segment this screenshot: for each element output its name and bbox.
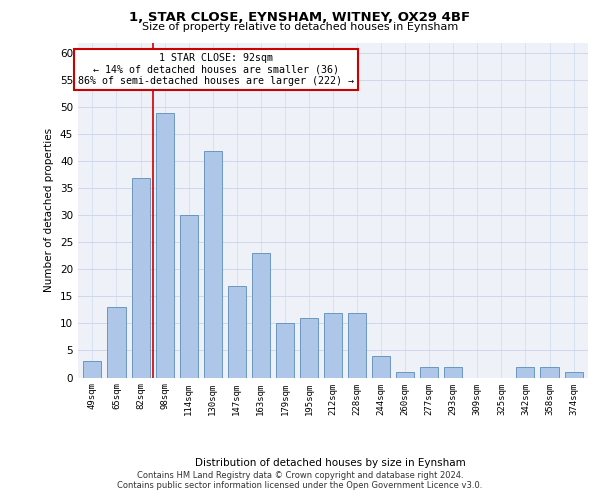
Text: Size of property relative to detached houses in Eynsham: Size of property relative to detached ho…: [142, 22, 458, 32]
Bar: [276, 324, 294, 378]
Bar: [203, 150, 222, 378]
Bar: [300, 318, 318, 378]
Bar: [444, 366, 463, 378]
Bar: [372, 356, 390, 378]
Bar: [396, 372, 414, 378]
Text: 1 STAR CLOSE: 92sqm
← 14% of detached houses are smaller (36)
86% of semi-detach: 1 STAR CLOSE: 92sqm ← 14% of detached ho…: [78, 52, 354, 86]
Text: Contains HM Land Registry data © Crown copyright and database right 2024.
Contai: Contains HM Land Registry data © Crown c…: [118, 470, 482, 490]
Bar: [252, 253, 270, 378]
Bar: [131, 178, 149, 378]
Bar: [83, 362, 101, 378]
Bar: [107, 308, 125, 378]
Text: 1, STAR CLOSE, EYNSHAM, WITNEY, OX29 4BF: 1, STAR CLOSE, EYNSHAM, WITNEY, OX29 4BF: [130, 11, 470, 24]
Text: Distribution of detached houses by size in Eynsham: Distribution of detached houses by size …: [194, 458, 466, 468]
Bar: [228, 286, 246, 378]
Bar: [565, 372, 583, 378]
Bar: [155, 112, 173, 378]
Bar: [324, 312, 342, 378]
Bar: [348, 312, 366, 378]
Y-axis label: Number of detached properties: Number of detached properties: [44, 128, 55, 292]
Bar: [420, 366, 438, 378]
Bar: [541, 366, 559, 378]
Bar: [517, 366, 535, 378]
Bar: [179, 216, 197, 378]
